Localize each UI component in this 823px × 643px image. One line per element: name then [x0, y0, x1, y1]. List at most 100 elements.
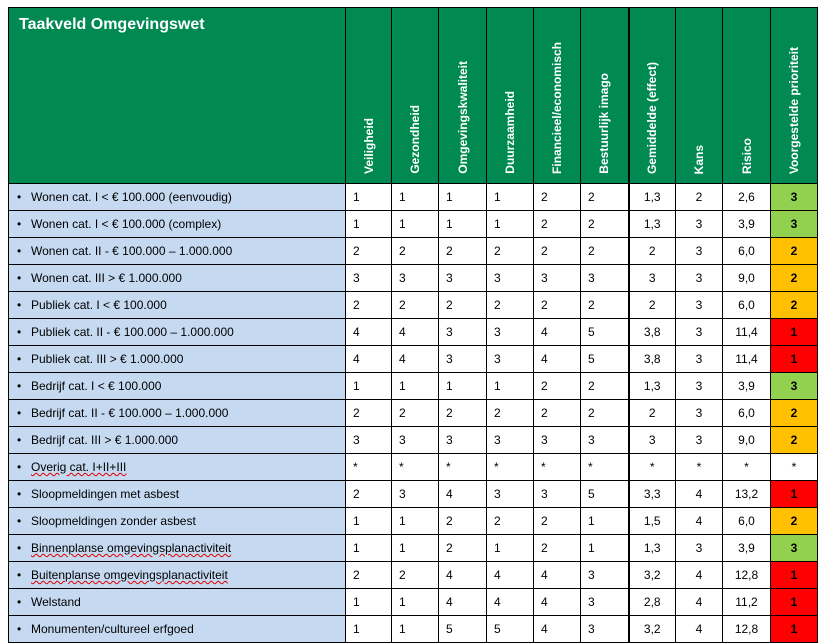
row-label: • Wonen cat. II - € 100.000 – 1.000.000 [8, 237, 346, 265]
value-cell: 3 [486, 318, 534, 346]
value-cell: 3 [438, 264, 487, 292]
row-label: • Sloopmeldingen zonder asbest [8, 507, 346, 535]
bullet-icon: • [17, 271, 22, 285]
table-row: • Bedrijf cat. III > € 1.000.000 3 3 3 3 3 3 3 3 9… [8, 426, 818, 454]
value-cell: * [722, 453, 771, 481]
value-cell: 3,3 [627, 480, 676, 508]
priority-cell: 2 [770, 237, 818, 265]
priority-cell: 3 [770, 183, 818, 211]
column-header-label: Gezondheid [408, 105, 422, 174]
value-cell: 3 [675, 210, 723, 238]
value-cell: 4 [438, 561, 487, 589]
column-header-label: Voorgestelde prioriteit [787, 46, 801, 174]
column-header-label: Gemiddelde (effect) [645, 61, 660, 174]
row-label-text: Overig cat. I+II+III [31, 460, 127, 474]
value-cell: 3 [438, 318, 487, 346]
value-cell: 2 [580, 183, 629, 211]
column-header: Gemiddelde (effect) [627, 7, 676, 184]
table-body: • Wonen cat. I < € 100.000 (eenvoudig) 1 1 1… [8, 183, 818, 643]
column-header-label: Kans [692, 144, 706, 174]
value-cell: 2 [438, 237, 487, 265]
value-cell: 2 [438, 291, 487, 319]
value-cell: 3 [391, 426, 439, 454]
row-label: • Overig cat. I+II+III [8, 453, 346, 481]
value-cell: 2 [580, 210, 629, 238]
value-cell: 1 [580, 507, 629, 535]
value-cell: 1 [486, 534, 534, 562]
value-cell: 2 [533, 291, 581, 319]
value-cell: 3 [486, 264, 534, 292]
value-cell: 3 [486, 426, 534, 454]
value-cell: 3 [675, 345, 723, 373]
value-cell: * [486, 453, 534, 481]
value-cell: 11,2 [722, 588, 771, 616]
column-header: Veiligheid [345, 7, 392, 184]
value-cell: 1,3 [627, 534, 676, 562]
table-row: • Publiek cat. III > € 1.000.000 4 4 3 3 4 5 3,8… [8, 345, 818, 373]
row-label-text: Monumenten/cultureel erfgoed [31, 622, 194, 636]
priority-cell: 2 [770, 426, 818, 454]
value-cell: 2 [391, 399, 439, 427]
value-cell: 2 [533, 210, 581, 238]
column-header: Kans [675, 7, 723, 184]
value-cell: 3,2 [627, 615, 676, 643]
value-cell: 3 [391, 264, 439, 292]
value-cell: 1 [486, 210, 534, 238]
value-cell: 1 [345, 588, 392, 616]
value-cell: 4 [345, 318, 392, 346]
table-row: • Bedrijf cat. II - € 100.000 – 1.000.000… [8, 399, 818, 427]
row-label: • Buitenplanse omgevingsplanactiviteit [8, 561, 346, 589]
row-label-text: Welstand [31, 595, 81, 609]
column-header-label: Omgevingskwaliteit [455, 61, 470, 174]
value-cell: 1 [486, 372, 534, 400]
value-cell: 11,4 [722, 318, 771, 346]
value-cell: 1 [391, 372, 439, 400]
bullet-icon: • [17, 406, 22, 420]
value-cell: 1 [391, 615, 439, 643]
value-cell: 9,0 [722, 426, 771, 454]
column-header-label: Bestuurlijk imago [597, 73, 612, 174]
row-label-text: Binnenplanse omgevingsplanactiviteit [31, 541, 232, 555]
value-cell: 12,8 [722, 615, 771, 643]
value-cell: * [391, 453, 439, 481]
value-cell: 6,0 [722, 291, 771, 319]
value-cell: 3,9 [722, 534, 771, 562]
column-header-label: Duurzaamheid [503, 91, 517, 174]
value-cell: 2 [391, 237, 439, 265]
value-cell: 2 [533, 399, 581, 427]
value-cell: 1 [345, 507, 392, 535]
value-cell: 2 [345, 480, 392, 508]
bullet-icon: • [17, 541, 22, 555]
table-row: • Sloopmeldingen met asbest 2 3 4 3 3 5 3,3 4 13,2… [8, 480, 818, 508]
table-row: • Sloopmeldingen zonder asbest 1 1 2 2 2 1 1,5 4 6… [8, 507, 818, 535]
value-cell: 1 [438, 183, 487, 211]
value-cell: 3 [675, 264, 723, 292]
value-cell: 3 [580, 588, 629, 616]
row-label: • Publiek cat. I < € 100.000 [8, 291, 346, 319]
row-label: • Monumenten/cultureel erfgoed [8, 615, 346, 643]
row-label-text: Wonen cat. I < € 100.000 (eenvoudig) [31, 190, 232, 204]
value-cell: 4 [533, 318, 581, 346]
bullet-icon: • [17, 379, 22, 393]
value-cell: 1,5 [627, 507, 676, 535]
value-cell: 2 [627, 399, 676, 427]
value-cell: * [345, 453, 392, 481]
value-cell: 1 [391, 210, 439, 238]
priority-cell: 3 [770, 534, 818, 562]
value-cell: 2 [486, 291, 534, 319]
value-cell: 4 [438, 588, 487, 616]
row-label: • Publiek cat. II - € 100.000 – 1.000.000 [8, 318, 346, 346]
row-label: • Wonen cat. I < € 100.000 (eenvoudig) [8, 183, 346, 211]
value-cell: 2 [345, 561, 392, 589]
value-cell: 4 [533, 615, 581, 643]
value-cell: 4 [391, 345, 439, 373]
priority-cell: 1 [770, 588, 818, 616]
bullet-icon: • [17, 595, 22, 609]
value-cell: 1,3 [627, 372, 676, 400]
bullet-icon: • [17, 568, 22, 582]
value-cell: 6,0 [722, 507, 771, 535]
column-header: Financieel/economisch [533, 7, 581, 184]
value-cell: 1 [486, 183, 534, 211]
value-cell: 5 [580, 318, 629, 346]
priority-cell: * [770, 453, 818, 481]
